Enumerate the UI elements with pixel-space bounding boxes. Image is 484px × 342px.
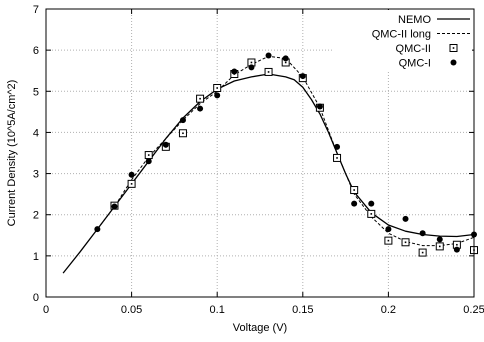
series-nemo <box>62 73 475 274</box>
legend-sample-marker <box>449 44 458 52</box>
square-center-dot <box>452 47 455 49</box>
square-center-dot <box>421 251 424 254</box>
series-line-qmc-ii-long <box>97 55 475 247</box>
data-point-qmc-i <box>436 236 443 243</box>
x-tick-label: 0.05 <box>121 304 142 316</box>
data-point-qmc-ii <box>196 94 205 103</box>
data-point-qmc-ii <box>144 151 153 160</box>
legend-item-qmc-i: QMC-I <box>399 58 457 70</box>
data-point-qmc-ii <box>127 179 136 188</box>
legend-item-nemo: NEMO <box>398 14 470 26</box>
square-center-dot <box>130 183 133 185</box>
data-point-qmc-ii <box>350 186 359 195</box>
x-tick-label: 0.25 <box>463 304 484 316</box>
square-center-dot <box>216 87 218 89</box>
y-tick-label: 1 <box>33 251 39 263</box>
data-point-qmc-i <box>316 103 323 110</box>
x-tick-label: 0.15 <box>292 304 313 316</box>
legend-item-qmc-ii-long: QMC-II long <box>372 29 470 41</box>
y-tick-label: 0 <box>33 292 39 304</box>
data-point-qmc-ii <box>401 238 410 247</box>
data-point-qmc-ii <box>213 83 222 92</box>
data-point-qmc-ii <box>435 242 444 251</box>
x-tick-label: 0.1 <box>210 304 225 316</box>
data-point-qmc-i <box>214 92 221 99</box>
data-point-qmc-i <box>385 226 392 233</box>
data-point-qmc-i <box>453 246 460 253</box>
square-center-dot <box>353 189 355 191</box>
data-point-qmc-i <box>368 200 375 207</box>
data-point-qmc-i <box>402 215 409 222</box>
legend-label: QMC-II long <box>372 29 431 41</box>
data-point-qmc-i <box>265 52 272 59</box>
square-center-dot <box>456 243 458 246</box>
data-point-qmc-i <box>299 73 306 80</box>
data-point-qmc-i <box>282 55 289 62</box>
y-tick-label: 6 <box>33 45 39 57</box>
series-layer <box>62 52 478 274</box>
square-center-dot <box>182 132 184 135</box>
series-line-nemo <box>62 73 475 274</box>
legend-sample-marker <box>450 59 457 66</box>
y-tick-label: 2 <box>33 210 39 222</box>
square-center-dot <box>387 239 390 242</box>
data-point-qmc-i <box>231 68 238 75</box>
series-qmc-ii-long <box>97 55 475 247</box>
data-point-qmc-i <box>334 143 341 150</box>
legend-label: NEMO <box>398 14 431 26</box>
x-axis-title: Voltage (V) <box>233 322 287 334</box>
data-point-qmc-i <box>351 200 358 207</box>
legend-label: QMC-I <box>399 58 431 70</box>
square-center-dot <box>370 213 373 215</box>
data-point-qmc-i <box>248 64 255 71</box>
data-point-qmc-ii <box>418 248 427 257</box>
axis-ticks: 0 0.05 0.1 0.15 0.2 0.25 0 1 2 3 4 5 6 7 <box>33 4 484 316</box>
square-center-dot <box>147 154 150 156</box>
data-point-qmc-ii <box>384 236 393 245</box>
square-center-dot <box>336 157 338 159</box>
data-point-qmc-i <box>128 171 135 178</box>
y-axis-title: Current Density (10^5A/cm^2) <box>6 80 18 227</box>
y-tick-label: 5 <box>33 86 39 98</box>
data-point-qmc-i <box>179 117 186 124</box>
data-point-qmc-ii <box>367 209 376 218</box>
x-tick-label: 0 <box>43 304 49 316</box>
y-tick-label: 7 <box>33 4 39 16</box>
data-point-qmc-ii <box>333 153 342 162</box>
x-tick-label: 0.2 <box>381 304 396 316</box>
legend-background <box>333 10 472 72</box>
square-center-dot <box>404 241 407 244</box>
data-point-qmc-i <box>111 203 118 210</box>
data-point-qmc-ii <box>178 129 187 138</box>
data-point-qmc-i <box>94 226 101 233</box>
legend-item-qmc-ii: QMC-II <box>396 43 458 55</box>
square-center-dot <box>267 71 270 73</box>
square-center-dot <box>199 97 201 100</box>
y-tick-label: 3 <box>33 169 39 181</box>
square-center-dot <box>250 61 253 64</box>
series-qmc-ii <box>110 58 478 257</box>
square-center-dot <box>284 61 287 64</box>
legend: NEMO QMC-II long QMC-II QMC-I <box>333 10 472 72</box>
legend-label: QMC-II <box>396 43 431 55</box>
data-point-qmc-ii <box>264 67 273 76</box>
plot-frame <box>45 8 475 298</box>
data-point-qmc-i <box>197 105 204 112</box>
data-point-qmc-i <box>419 230 426 237</box>
y-tick-label: 4 <box>33 127 39 139</box>
data-point-qmc-i <box>145 158 152 165</box>
square-center-dot <box>438 245 441 248</box>
data-point-qmc-i <box>162 141 169 148</box>
